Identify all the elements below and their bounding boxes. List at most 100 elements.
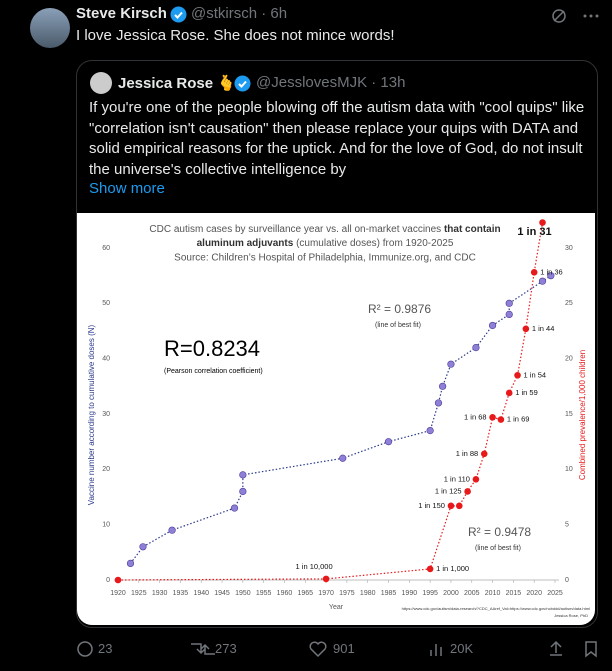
data-point bbox=[464, 488, 471, 495]
data-point bbox=[168, 526, 176, 534]
y-tick-label: 60 bbox=[102, 245, 110, 252]
chart: CDC autism cases by surveillance year vs… bbox=[77, 213, 595, 625]
chart-subtitle: Source: Children’s Hospital of Philadelp… bbox=[174, 253, 476, 264]
x-tick-label: 1945 bbox=[214, 590, 230, 597]
x-tick-label: 1960 bbox=[277, 590, 293, 597]
data-label: 1 in 68 bbox=[464, 412, 487, 421]
data-point bbox=[239, 471, 247, 479]
y2-tick-label: 20 bbox=[565, 356, 573, 363]
chart-title: aluminum adjuvants (cumulative doses) fr… bbox=[197, 238, 454, 249]
trend-line bbox=[130, 275, 552, 564]
data-point bbox=[139, 543, 147, 551]
y2-tick-label: 10 bbox=[565, 466, 573, 473]
view-count[interactable]: 20K bbox=[450, 641, 474, 656]
verified-badge bbox=[170, 6, 187, 23]
quote-emoji: 🫰 bbox=[217, 75, 236, 92]
y2-tick-label: 30 bbox=[565, 245, 573, 252]
data-point bbox=[322, 575, 330, 583]
data-label: 1 in 88 bbox=[456, 449, 479, 458]
reply-count[interactable]: 23 bbox=[98, 641, 113, 656]
tweet-text: I love Jessica Rose. She does not mince … bbox=[76, 27, 395, 44]
data-point bbox=[426, 427, 434, 435]
x-tick-label: 1970 bbox=[318, 590, 334, 597]
x-tick-label: 1975 bbox=[339, 590, 355, 597]
data-point bbox=[488, 321, 497, 330]
data-point bbox=[497, 416, 505, 423]
data-point bbox=[539, 219, 546, 226]
quote-card[interactable] bbox=[76, 60, 598, 628]
header-icons[interactable] bbox=[550, 6, 600, 26]
data-label: 1 in 1,000 bbox=[436, 564, 469, 573]
x-tick-label: 1950 bbox=[235, 590, 251, 597]
annotation: R² = 0.9876 bbox=[368, 302, 431, 316]
data-label: 1 in 110 bbox=[444, 474, 470, 483]
data-point bbox=[426, 565, 434, 573]
x-tick-label: 1980 bbox=[360, 590, 376, 597]
verified-badge bbox=[234, 75, 251, 92]
x-tick-label: 1920 bbox=[110, 590, 126, 597]
like-count[interactable]: 901 bbox=[333, 641, 355, 656]
data-point bbox=[439, 382, 447, 390]
data-point bbox=[447, 360, 455, 368]
data-label: 1 in 54 bbox=[524, 370, 547, 379]
quote-handle: @JesslovesMJK · 13h bbox=[256, 74, 406, 91]
data-point bbox=[230, 504, 239, 512]
data-point bbox=[514, 371, 521, 379]
x-tick-label: 1935 bbox=[173, 590, 189, 597]
author-handle[interactable]: @stkirsch · 6h bbox=[191, 5, 288, 22]
data-point bbox=[455, 502, 463, 510]
x-axis-label: Year bbox=[329, 604, 344, 611]
data-point bbox=[505, 389, 513, 397]
y2-tick-label: 0 bbox=[565, 577, 569, 584]
data-point bbox=[522, 325, 530, 333]
data-point bbox=[505, 299, 513, 307]
y2-axis-label: Combined prevalence/1,000 children bbox=[578, 350, 587, 480]
annotation: (line of best fit) bbox=[375, 322, 421, 329]
title-part: that contain bbox=[444, 224, 501, 235]
annotation: (line of best fit) bbox=[475, 545, 521, 552]
x-tick-label: 1990 bbox=[402, 590, 418, 597]
y-tick-label: 20 bbox=[102, 466, 110, 473]
x-tick-label: 1930 bbox=[152, 590, 168, 597]
x-tick-label: 1940 bbox=[193, 590, 209, 597]
x-tick-label: 1955 bbox=[256, 590, 272, 597]
quote-name: Jessica Rose 🫰 bbox=[118, 74, 236, 92]
chart-title: CDC autism cases by surveillance year vs… bbox=[149, 224, 500, 235]
annotation: R=0.8234 bbox=[164, 336, 260, 361]
data-point bbox=[384, 438, 393, 446]
annotation: R² = 0.9478 bbox=[468, 525, 531, 539]
title-part: CDC autism cases by surveillance year vs… bbox=[149, 224, 444, 235]
quote-text: If you're one of the people blowing off … bbox=[89, 99, 585, 178]
x-tick-label: 2025 bbox=[547, 590, 563, 597]
avatar[interactable] bbox=[30, 8, 70, 48]
data-point bbox=[547, 272, 555, 280]
data-point bbox=[472, 475, 480, 483]
title-part: (cumulative doses) from 1920-2025 bbox=[293, 238, 454, 249]
show-more[interactable]: Show more bbox=[89, 180, 165, 197]
x-tick-label: 1925 bbox=[131, 590, 147, 597]
y-tick-label: 10 bbox=[102, 522, 110, 529]
data-point bbox=[434, 399, 443, 407]
data-point bbox=[126, 559, 135, 568]
data-point bbox=[480, 450, 488, 458]
action-icons bbox=[77, 640, 597, 658]
data-label: 1 in 125 bbox=[435, 486, 462, 495]
data-label: 1 in 44 bbox=[532, 324, 555, 333]
data-point bbox=[505, 310, 513, 319]
y2-tick-label: 5 bbox=[565, 522, 569, 529]
repost-count[interactable]: 273 bbox=[215, 641, 237, 656]
data-label: 1 in 59 bbox=[515, 388, 538, 397]
quote-avatar bbox=[90, 72, 112, 94]
x-tick-label: 2005 bbox=[464, 590, 480, 597]
y-tick-label: 40 bbox=[102, 356, 110, 363]
x-tick-label: 2000 bbox=[443, 590, 459, 597]
data-label: 1 in 31 bbox=[517, 226, 551, 238]
x-tick-label: 2020 bbox=[526, 590, 542, 597]
footnote: https://www.cdc.gov/autism/data-research… bbox=[402, 606, 590, 611]
x-tick-label: 2015 bbox=[506, 590, 522, 597]
x-tick-label: 2010 bbox=[485, 590, 501, 597]
x-tick-label: 1965 bbox=[297, 590, 313, 597]
annotation: (Pearson correlation coefficient) bbox=[164, 368, 263, 375]
author-name[interactable]: Steve Kirsch bbox=[76, 5, 167, 22]
